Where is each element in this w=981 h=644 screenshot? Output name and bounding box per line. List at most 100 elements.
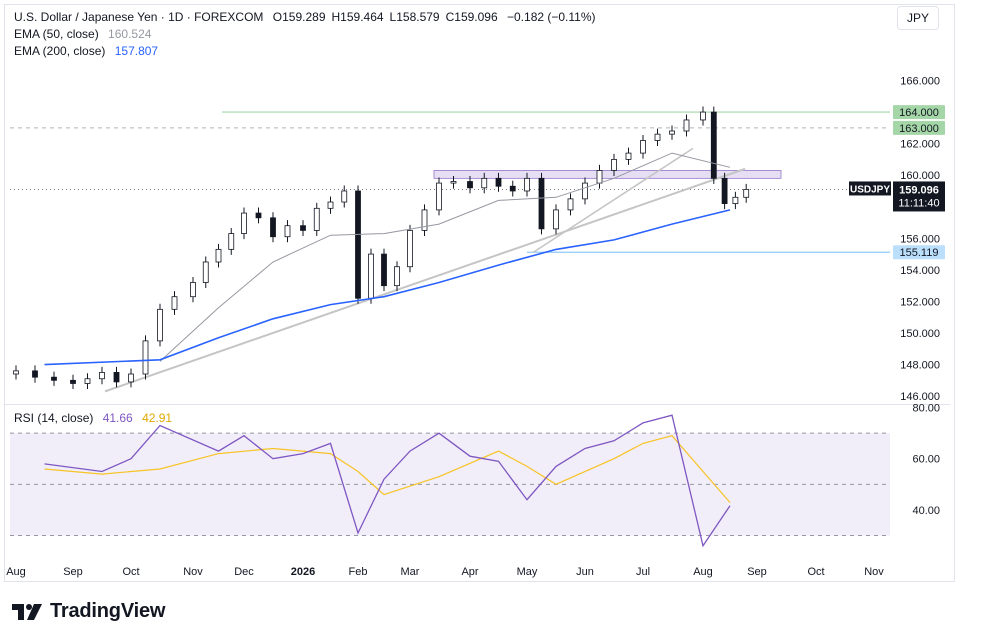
candle-body (142, 340, 149, 375)
candle-body (51, 376, 57, 381)
time-axis-label: May (517, 566, 538, 578)
time-axis-label: Nov (864, 566, 884, 578)
candle-body (157, 308, 163, 342)
candle-body (84, 378, 91, 384)
candle-body (300, 225, 306, 231)
ema50-value: 160.524 (108, 27, 152, 41)
ema200-value: 157.807 (114, 44, 159, 58)
ema50-line (159, 152, 731, 362)
trendline-lower (104, 167, 746, 393)
ohlc-values: O159.289 H159.464 L158.579 C159.096 (267, 10, 498, 24)
resistance-zone (433, 170, 782, 179)
tradingview-wordmark: TradingView (50, 600, 166, 622)
badge-155-bg (893, 245, 945, 260)
badge-163: 163.000 (899, 123, 939, 135)
price-axis-label: 162.000 (900, 139, 940, 151)
candle-body (284, 225, 291, 238)
candle-body (669, 130, 675, 135)
candle-body (394, 266, 400, 287)
candle-body (524, 177, 530, 192)
last-price-badge-bg (893, 181, 945, 212)
candle-body (509, 185, 516, 192)
time-axis-label: Aug (6, 566, 26, 578)
ema50-legend[interactable]: EMA (50, close) 160.524 (14, 27, 151, 41)
trendline-upper (532, 147, 694, 254)
candle-body (270, 217, 276, 238)
ohlc-o: O159.289 (272, 10, 326, 24)
rsi-axis-label: 80.00 (912, 403, 940, 415)
candle-body (625, 152, 632, 160)
candle-body (241, 212, 247, 234)
symbol-title: U.S. Dollar / Japanese Yen · 1D · FOREXC… (14, 10, 264, 24)
price-axis-label: 152.000 (900, 296, 940, 308)
candle-body (381, 253, 387, 287)
ema50-label: EMA (50, close) (14, 27, 99, 41)
time-axis-label: Feb (349, 566, 368, 578)
time-axis-label: Mar (401, 566, 420, 578)
time-axis-label: Oct (122, 566, 139, 578)
candle-body (467, 181, 473, 189)
ema200-line (44, 209, 731, 366)
time-axis-label: Apr (461, 566, 478, 578)
candle-body (228, 233, 235, 250)
time-axis-label: 2026 (291, 566, 315, 578)
candle-body (327, 201, 334, 209)
countdown-badge: 11:11:40 (898, 197, 939, 209)
symbol-legend: U.S. Dollar / Japanese Yen · 1D · FOREXC… (14, 10, 596, 24)
candle-body (481, 177, 488, 189)
symbol-badge: USDJPY (850, 184, 890, 195)
candle-body (567, 198, 574, 211)
candle-body (113, 372, 120, 383)
time-axis-label: Oct (807, 566, 824, 578)
candle-body (721, 177, 728, 204)
ohlc-l: L158.579 (389, 10, 440, 24)
badge-163-bg (893, 120, 945, 135)
time-axis-label: Jun (576, 566, 594, 578)
candle-body (553, 209, 559, 230)
candle-body (190, 282, 196, 298)
candle-body (255, 212, 262, 219)
candle-body (215, 248, 222, 263)
candle-body (596, 170, 603, 184)
candle-body (683, 119, 690, 132)
candle-body (421, 209, 428, 231)
time-axis-label: Aug (693, 566, 713, 578)
candle-body (654, 133, 661, 141)
rsi-label: RSI (14, close) (14, 411, 94, 425)
ema200-legend[interactable]: EMA (200, close) 157.807 (14, 44, 158, 58)
candle-body (743, 188, 750, 198)
price-axis-label: 160.000 (900, 170, 940, 182)
badge-164-bg (893, 105, 945, 120)
candle-body (341, 190, 348, 203)
time-axis-label: Sep (63, 566, 83, 578)
price-axis-label: 146.000 (900, 391, 940, 403)
time-axis-label: Nov (183, 566, 203, 578)
candle-body (202, 261, 209, 283)
candle-body (171, 296, 178, 310)
candle-body (538, 177, 545, 230)
candle-body (611, 159, 617, 171)
rsi-axis-label: 60.00 (912, 454, 940, 466)
candle-body (13, 370, 19, 375)
price-axis-label: 148.000 (900, 360, 940, 372)
candle-body (640, 140, 646, 154)
candle-body (450, 181, 457, 184)
currency-button[interactable]: JPY (897, 6, 939, 30)
candle-body (128, 373, 134, 383)
candle-body (582, 182, 588, 200)
tradingview-logo[interactable]: TradingView (10, 600, 165, 623)
price-axis-label: 156.000 (900, 233, 940, 245)
rsi-legend[interactable]: RSI (14, close) 41.66 42.91 (14, 411, 172, 425)
candle-body (313, 207, 320, 231)
rsi-value: 41.66 (102, 411, 133, 425)
time-axis-label: Dec (234, 566, 254, 578)
candles (13, 106, 750, 390)
badge-155: 155.119 (900, 247, 939, 259)
price-change: −0.182 (−0.11%) (507, 10, 596, 24)
candle-body (70, 379, 76, 384)
rsi-ma-line (44, 435, 731, 503)
rsi-ma-value: 42.91 (142, 411, 173, 425)
candle-body (700, 111, 706, 121)
candle-body (436, 182, 442, 211)
